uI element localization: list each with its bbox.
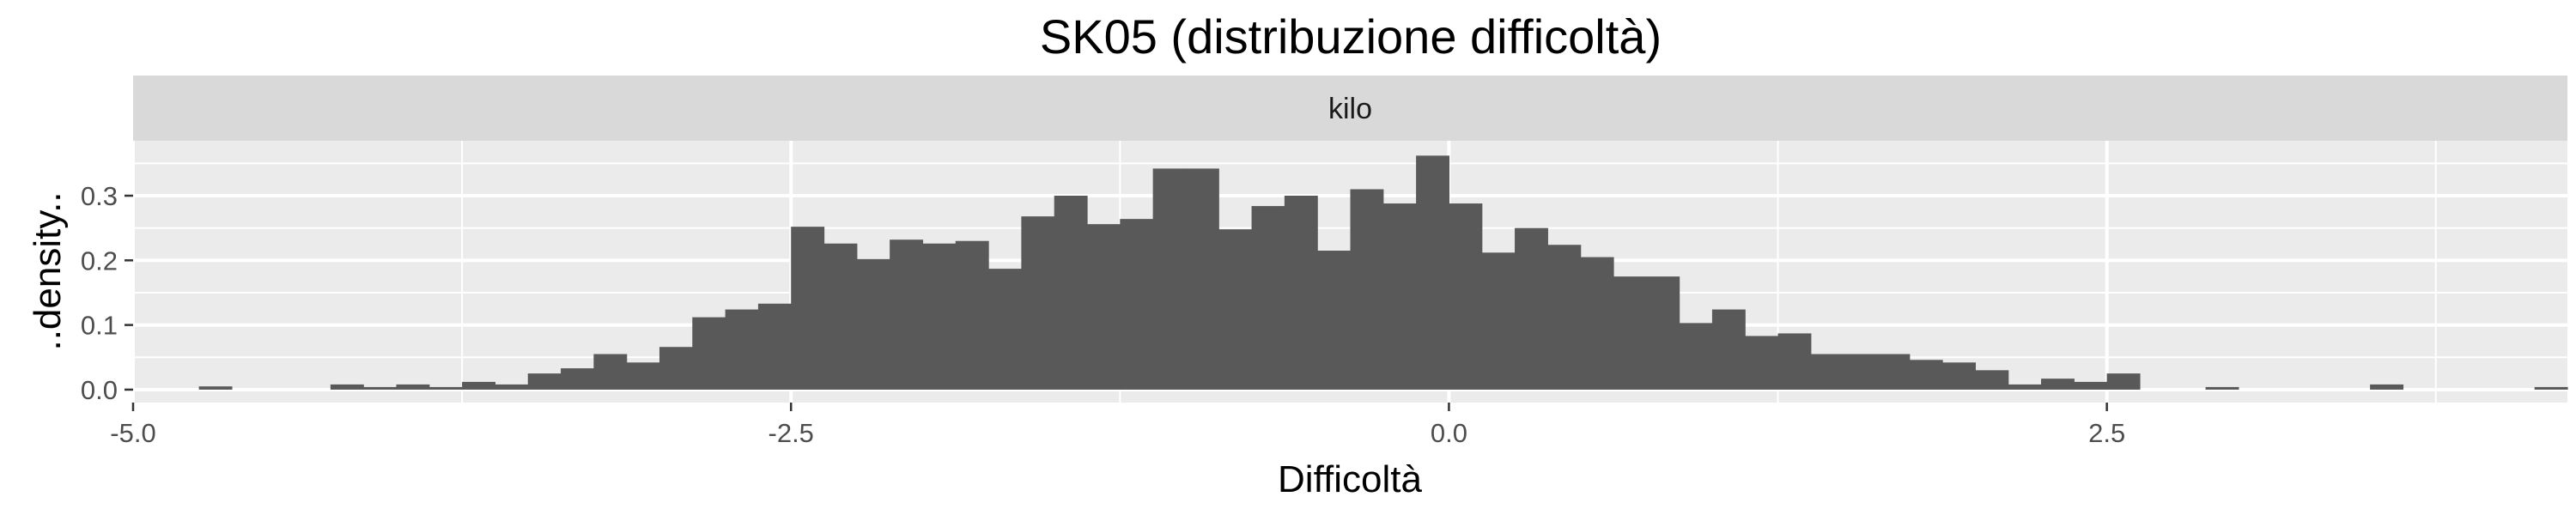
- histogram-bar: [659, 347, 693, 390]
- histogram-bar: [198, 386, 233, 390]
- chart-title: SK05 (distribuzione difficoltà): [1040, 9, 1662, 64]
- histogram-bar: [890, 239, 924, 390]
- histogram-bar: [626, 362, 660, 390]
- histogram-bar: [1679, 323, 1713, 390]
- histogram-bar: [1942, 362, 1977, 390]
- histogram-bar: [2106, 373, 2141, 390]
- histogram-bar: [495, 384, 529, 390]
- histogram-bar: [1317, 251, 1352, 390]
- histogram-bar: [396, 384, 430, 390]
- facet-strip-label: kilo: [1328, 93, 1372, 125]
- histogram-bar: [1481, 252, 1516, 390]
- x-tick-labels: -5.0 -2.5 0.0 2.5: [110, 418, 2125, 448]
- histogram-bar: [1777, 333, 1812, 390]
- histogram-bar: [593, 354, 628, 390]
- histogram-bar: [692, 317, 726, 390]
- x-tick-label: -2.5: [769, 418, 814, 448]
- histogram-bar: [1844, 354, 1878, 390]
- axis-ticks: [125, 194, 2108, 411]
- histogram-bar: [1251, 206, 1285, 390]
- histogram-bar: [988, 269, 1022, 390]
- histogram-bar: [1711, 309, 1746, 390]
- histogram-bar: [1021, 216, 1055, 390]
- y-tick-label: 0.1: [81, 311, 118, 341]
- histogram-bar: [2534, 386, 2568, 390]
- histogram-bar: [462, 381, 496, 390]
- x-tick-label: 2.5: [2088, 418, 2125, 448]
- histogram-bar: [1120, 219, 1154, 390]
- histogram-bar: [725, 309, 759, 390]
- histogram-bar: [1152, 168, 1187, 390]
- histogram-bar: [757, 303, 792, 390]
- y-axis-title: ..density..: [27, 191, 69, 350]
- histogram-bar: [2074, 381, 2108, 390]
- x-tick-label: -5.0: [110, 418, 155, 448]
- y-tick-label: 0.0: [81, 375, 118, 405]
- y-tick-labels: 0.0 0.1 0.2 0.3: [81, 181, 118, 405]
- histogram-bar: [330, 384, 364, 390]
- histogram-bar: [2370, 384, 2404, 390]
- y-tick-label: 0.2: [81, 245, 118, 276]
- histogram-bar: [561, 368, 594, 390]
- histogram-bar: [955, 240, 989, 390]
- histogram-bar: [922, 243, 957, 390]
- histogram-bar: [2041, 379, 2075, 390]
- histogram-bar: [1185, 168, 1219, 390]
- histogram-bar: [1416, 155, 1450, 390]
- histogram-bar: [1054, 196, 1088, 390]
- histogram-bar: [1218, 229, 1253, 390]
- histogram-bar: [428, 386, 463, 390]
- histogram-bar: [363, 386, 398, 390]
- facet-strip: [133, 76, 2567, 141]
- histogram-bar: [1876, 354, 1911, 390]
- histogram-bar: [1284, 196, 1318, 390]
- histogram-bar: [1810, 354, 1844, 390]
- histogram-bar: [1547, 245, 1582, 390]
- histogram-bar: [1087, 224, 1121, 390]
- histogram-bar: [856, 258, 890, 390]
- histogram-bar: [1975, 370, 2009, 390]
- histogram-bar: [791, 227, 825, 390]
- histogram-bar: [1515, 227, 1548, 390]
- histogram-bar: [2008, 384, 2042, 390]
- histogram-bar: [1745, 336, 1779, 390]
- histogram-bar: [1613, 276, 1647, 390]
- histogram-bar: [1909, 360, 1943, 390]
- histogram-bar: [1350, 189, 1384, 390]
- x-tick-label: 0.0: [1431, 418, 1467, 448]
- x-axis-title: Difficoltà: [1278, 458, 1422, 500]
- histogram-bar: [1382, 203, 1417, 390]
- histogram-bar: [1449, 203, 1483, 390]
- histogram-bar: [823, 243, 858, 390]
- y-tick-label: 0.3: [81, 181, 118, 211]
- histogram-bar: [1580, 257, 1614, 390]
- histogram-bar: [1646, 276, 1680, 390]
- histogram-bar: [527, 373, 562, 390]
- histogram-bar: [2205, 386, 2239, 390]
- bars: [198, 155, 2568, 390]
